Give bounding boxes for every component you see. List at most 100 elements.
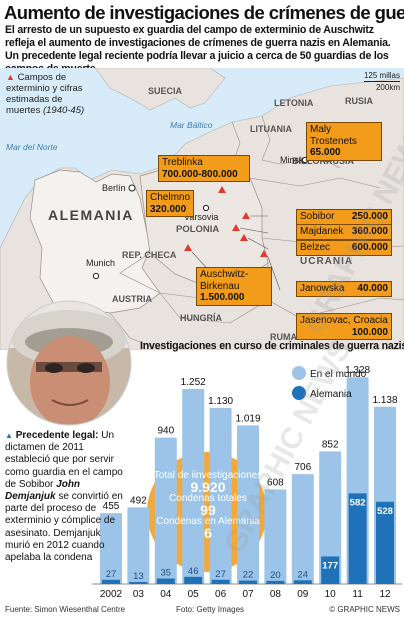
sea-north: Mar del Norte xyxy=(6,142,58,152)
germany-value-label-5: 22 xyxy=(243,570,254,581)
scale-km: 200km xyxy=(375,83,400,92)
germany-value-label-0: 27 xyxy=(106,569,117,580)
germany-bar-5 xyxy=(239,580,257,584)
world-value-label-1: 492 xyxy=(130,495,147,506)
world-value-label-8: 852 xyxy=(322,439,339,450)
camp-deaths: 360.000 xyxy=(351,226,388,237)
camp-label-sobibor: Sobibor 250.000 xyxy=(296,209,392,225)
city-minsk: Minsk xyxy=(280,155,304,165)
country-sweden: SUECIA xyxy=(148,86,183,96)
totals-panel: Total de iinvestigaciones 9.920 Condenas… xyxy=(150,470,266,540)
germany-bar-4 xyxy=(211,579,230,584)
legend-years: (1940-45) xyxy=(42,105,85,116)
chart-title: Investigaciones en curso de criminales d… xyxy=(140,340,404,352)
camp-marker-sobibor xyxy=(242,212,250,219)
page-title: Aumento de investigaciones de crímenes d… xyxy=(4,2,404,23)
camp-name: Chelmno xyxy=(150,192,191,203)
camp-deaths: 100.000 xyxy=(351,326,388,338)
camp-label-chelmno: Chelmno 320.000 xyxy=(146,190,194,217)
germany-bar-8 xyxy=(321,556,340,584)
city-marker-munich xyxy=(92,272,100,280)
caption: ▲ Precedente legal: Un dictamen de 2011 … xyxy=(5,430,127,564)
camp-deaths: 700.000-800.000 xyxy=(162,168,238,180)
germany-value-label-7: 24 xyxy=(298,569,309,580)
camp-marker-janowska xyxy=(260,250,268,257)
world-value-label-7: 706 xyxy=(294,462,311,473)
germany-bar-2 xyxy=(156,578,175,584)
category-label-6: 08 xyxy=(270,589,282,600)
germany-value-label-4: 27 xyxy=(215,569,226,580)
map-scale: 125 millas 200km xyxy=(363,70,400,93)
convictions-label: Condenas totales xyxy=(169,493,247,505)
legend-world-label: En el mundo xyxy=(310,369,367,380)
category-label-10: 12 xyxy=(379,589,391,600)
camp-label-auschwitz: Auschwitz-Birkenau 1.500.000 xyxy=(196,267,272,306)
world-bar-5 xyxy=(237,425,259,584)
world-value-label-6: 608 xyxy=(267,477,284,488)
convictions-value: 99 xyxy=(200,501,216,518)
germany-value-label-1: 13 xyxy=(133,571,144,582)
country-romania: RUMANIA xyxy=(270,332,313,342)
caption-name: John Demjanjuk xyxy=(5,478,81,503)
germany-convictions-value: 6 xyxy=(204,524,212,541)
germany-bar-9 xyxy=(348,493,367,584)
country-germany: ALEMANIA xyxy=(48,207,134,223)
total-label: Total de iinvestigaciones xyxy=(153,470,263,481)
germany-convictions-label: Condenas en Alemania xyxy=(156,516,260,528)
camp-name: Janowska xyxy=(300,283,345,294)
city-berlin: Berlín xyxy=(102,183,126,193)
camp-name: Treblinka xyxy=(162,157,203,168)
caption-text-2: se convirtió en parte del proceso de ext… xyxy=(5,491,123,564)
camp-marker-belzec xyxy=(240,234,248,241)
city-marker-varsovia xyxy=(202,204,210,212)
camp-name: Majdanek xyxy=(300,226,344,237)
category-label-3: 05 xyxy=(188,589,200,600)
world-bar-8 xyxy=(319,451,342,584)
map-legend: ▲ Campos de exterminio y cifras estimada… xyxy=(6,72,94,116)
germany-bar-7 xyxy=(293,580,312,584)
category-label-9: 11 xyxy=(352,589,363,600)
country-latvia: LETONIA xyxy=(274,98,314,108)
germany-value-label-8: 177 xyxy=(322,560,338,571)
country-lithuania: LITUANIA xyxy=(250,124,292,134)
country-hungary: HUNGRÍA xyxy=(180,313,222,323)
country-poland: POLONIA xyxy=(176,224,219,235)
germany-bar-6 xyxy=(266,580,285,584)
category-label-0: 2002 xyxy=(100,589,123,600)
source-text: Fuente: Simon Wiesenthal Centre xyxy=(5,605,126,614)
world-value-label-3: 1.252 xyxy=(181,377,206,388)
germany-value-label-6: 20 xyxy=(270,570,281,581)
country-czech: REP. CHECA xyxy=(122,250,177,260)
germany-value-label-9: 582 xyxy=(350,497,366,508)
germany-bar-0 xyxy=(102,579,120,584)
city-varsovia: Varsovia xyxy=(184,212,218,222)
camp-deaths: 320.000 xyxy=(150,203,187,215)
footer-credit: © GRAPHIC NEWS xyxy=(329,605,400,614)
germany-bar-3 xyxy=(184,576,203,584)
camp-marker-treblinka xyxy=(218,186,226,193)
germany-bar-10 xyxy=(376,501,394,584)
world-value-label-2: 940 xyxy=(157,426,174,437)
camp-name: Belzec xyxy=(300,242,331,253)
sea-baltic: Mar Báltico xyxy=(170,120,213,130)
legend-germany-swatch xyxy=(292,386,306,400)
category-label-2: 04 xyxy=(160,589,172,600)
camp-name: Sobibor xyxy=(300,211,335,222)
camp-name: Maly Trostenets xyxy=(310,124,357,147)
total-value: 9.920 xyxy=(190,478,226,495)
world-value-label-0: 455 xyxy=(103,501,120,512)
camp-label-maly: Maly Trostenets 65.000 xyxy=(306,122,382,161)
camp-deaths: 1.500.000 xyxy=(200,292,245,303)
camp-marker-majdanek xyxy=(232,224,240,231)
world-bar-6 xyxy=(264,489,287,584)
caption-title: Precedente legal: xyxy=(15,430,99,441)
camp-label-belzec: Belzec 600.000 xyxy=(296,240,392,256)
camp-marker-auschwitz xyxy=(184,244,192,251)
germany-value-label-10: 528 xyxy=(377,506,393,517)
world-bar-7 xyxy=(291,474,314,584)
germany-bar-1 xyxy=(129,581,148,584)
world-bar-1 xyxy=(127,507,150,584)
world-value-label-10: 1.138 xyxy=(372,395,397,406)
camp-label-janowska: Janowska 40.000 xyxy=(296,281,392,297)
category-label-4: 06 xyxy=(215,589,227,600)
